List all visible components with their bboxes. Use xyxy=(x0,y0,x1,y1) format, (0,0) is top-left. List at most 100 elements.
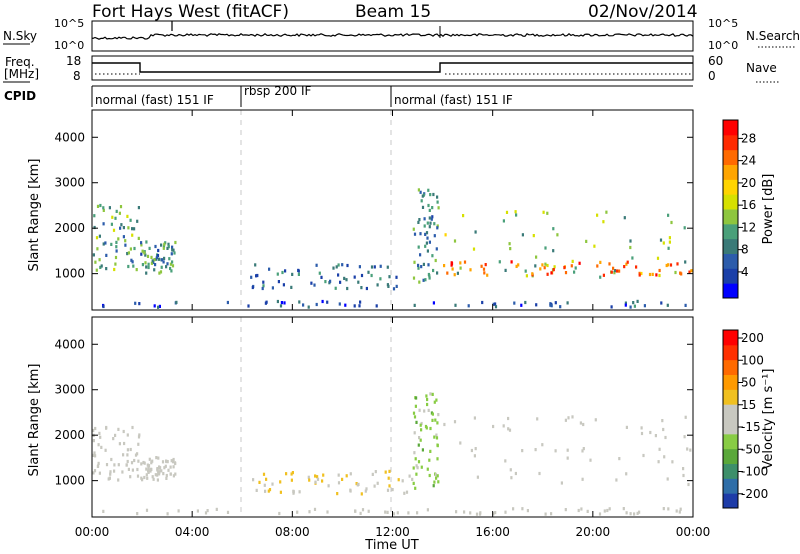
echo-cell xyxy=(418,280,421,284)
echo-cell xyxy=(434,418,437,422)
echo-cell xyxy=(622,507,625,511)
echo-cell xyxy=(99,265,102,269)
echo-cell xyxy=(131,468,134,472)
cpid-segment-label: rbsp 200 IF xyxy=(244,84,311,98)
echo-cell xyxy=(155,456,158,460)
echo-cell xyxy=(316,475,319,479)
colorbar-block xyxy=(723,253,738,269)
echo-cell xyxy=(654,434,657,438)
echo-cell xyxy=(418,408,421,412)
echo-cell xyxy=(414,404,417,408)
echo-cell xyxy=(365,487,368,491)
echo-cell xyxy=(258,480,261,484)
echo-cell xyxy=(345,278,348,282)
echo-cell xyxy=(535,255,538,259)
echo-cell xyxy=(538,471,541,476)
echo-cell xyxy=(459,261,462,265)
echo-cell xyxy=(122,226,125,230)
echo-cell xyxy=(492,424,495,429)
echo-cell xyxy=(436,444,439,448)
echo-cell xyxy=(420,265,423,269)
echo-cell xyxy=(160,258,163,262)
echo-cell xyxy=(131,233,134,237)
echo-cell xyxy=(412,466,415,470)
echo-cell xyxy=(98,234,101,238)
echo-cell xyxy=(602,273,605,277)
echo-cell xyxy=(254,263,257,267)
echo-cell xyxy=(515,264,518,268)
echo-cell xyxy=(508,242,511,246)
echo-cell xyxy=(204,511,208,515)
echo-cell xyxy=(127,251,130,255)
echo-cell xyxy=(426,508,429,512)
echo-cell xyxy=(598,512,602,516)
echo-cell xyxy=(546,211,549,215)
echo-cell xyxy=(463,510,466,514)
echo-cell xyxy=(427,263,430,267)
echo-cell xyxy=(674,270,677,275)
echo-cell xyxy=(662,241,665,245)
echo-cell xyxy=(379,277,382,281)
echo-cell xyxy=(129,475,132,479)
y-tick-label: 3000 xyxy=(54,176,85,190)
echo-cell xyxy=(419,190,422,194)
echo-cell xyxy=(136,219,139,223)
echo-cell xyxy=(386,488,390,492)
echo-cell xyxy=(412,227,415,231)
echo-cell xyxy=(358,265,361,269)
echo-cell xyxy=(169,465,172,469)
colorbar-block xyxy=(723,419,738,435)
echo-cell xyxy=(582,422,585,427)
echo-cell xyxy=(415,420,418,424)
echo-cell xyxy=(432,268,435,273)
echo-cell xyxy=(99,203,102,208)
echo-cell xyxy=(629,305,632,309)
echo-cell xyxy=(512,507,515,511)
freq-label-line2: [MHz] xyxy=(4,67,39,81)
colorbar-block xyxy=(723,463,738,479)
echo-cell xyxy=(658,447,661,451)
nave-tick-high: 60 xyxy=(708,54,723,68)
nsearch-label: N.Search xyxy=(746,29,800,43)
echo-cell xyxy=(92,253,95,257)
echo-cell xyxy=(649,430,652,435)
echo-cell xyxy=(473,454,476,458)
echo-cell xyxy=(99,435,102,439)
echo-cell xyxy=(341,477,344,481)
velocity-panel: 4000 3000 2000 1000 Slant Range [km] xyxy=(27,316,694,518)
echo-cell xyxy=(429,221,432,225)
echo-cell xyxy=(143,461,146,465)
echo-cell xyxy=(585,239,588,243)
echo-cell xyxy=(469,511,472,515)
echo-cell xyxy=(429,392,432,396)
echo-cell xyxy=(417,188,420,192)
cpid-segment-label: normal (fast) 151 IF xyxy=(95,93,214,107)
echo-cell xyxy=(129,447,132,452)
echo-cell xyxy=(629,245,632,250)
y-tick-label: 2000 xyxy=(54,221,85,235)
echo-cell xyxy=(96,204,100,208)
echo-cell xyxy=(226,510,230,514)
echo-cell xyxy=(93,469,97,473)
y-tick-label: 2000 xyxy=(54,428,85,442)
echo-cell xyxy=(560,481,563,485)
echo-cell xyxy=(556,233,559,237)
echo-cell xyxy=(279,480,282,484)
echo-cell xyxy=(428,225,431,229)
x-tick-label: 08:00 xyxy=(275,525,310,539)
echo-cell xyxy=(291,471,294,475)
echo-cell xyxy=(290,285,293,289)
echo-cell xyxy=(424,232,427,236)
echo-cell xyxy=(422,262,425,266)
x-tick-label: 00:00 xyxy=(676,525,711,539)
echo-cell xyxy=(124,239,127,243)
echo-cell xyxy=(165,459,168,464)
echo-cell xyxy=(427,203,430,208)
echo-cell xyxy=(150,261,153,265)
echo-cell xyxy=(428,473,431,478)
echo-cell xyxy=(279,490,282,494)
echo-cell xyxy=(150,467,153,471)
echo-cell xyxy=(163,466,166,470)
echo-cell xyxy=(126,448,129,452)
echo-cell xyxy=(123,441,126,446)
